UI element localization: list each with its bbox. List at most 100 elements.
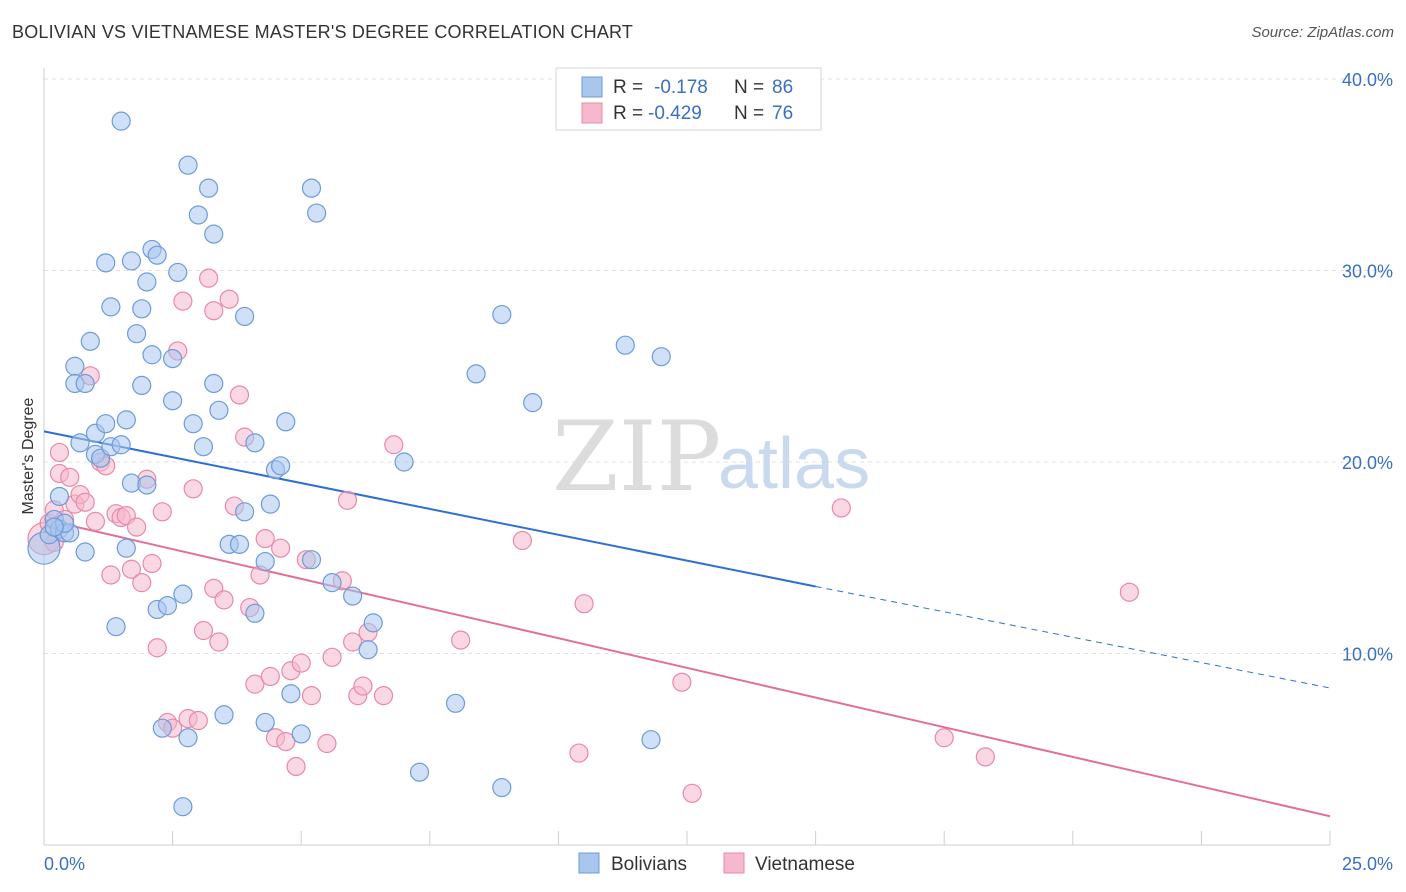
bolivians-point	[111, 435, 131, 455]
trend-line-bolivians-extension	[815, 585, 1331, 689]
bolivians-point	[204, 373, 224, 394]
vietnamese-point	[147, 638, 167, 658]
bolivians-point	[132, 299, 152, 319]
chart-title: BOLIVIAN VS VIETNAMESE MASTER'S DEGREE C…	[12, 22, 634, 42]
vietnamese-point	[209, 632, 229, 652]
vietnamese-point	[121, 559, 142, 579]
bolivians-point	[126, 324, 147, 344]
vietnamese-point	[204, 301, 224, 321]
bolivians-point	[245, 603, 265, 623]
vietnamese-point	[337, 490, 358, 510]
stats-legend: R = -0.178 N = 86 R = -0.429 N = 76	[555, 67, 822, 131]
bolivians-point	[80, 331, 100, 351]
trend-line-vietnamese	[43, 518, 1331, 818]
bolivians-point	[651, 347, 671, 367]
vietnamese-point	[219, 289, 239, 309]
bolivians-point	[116, 538, 136, 558]
vietnamese-point	[255, 528, 275, 549]
watermark-zip: ZIP	[552, 401, 721, 513]
y-tick-label-2: 30.0%	[1342, 262, 1393, 282]
legend-n-value-vietnamese: 76	[772, 103, 793, 124]
bolivians-point	[178, 728, 198, 748]
bolivians-point	[142, 345, 162, 365]
vietnamese-point	[173, 291, 193, 311]
bolivians-point	[291, 724, 311, 744]
legend-n-value-bolivians: 86	[772, 77, 793, 98]
bolivians-point	[75, 542, 95, 562]
vietnamese-point	[512, 530, 532, 551]
vietnamese-point	[142, 553, 162, 574]
bolivians-point	[245, 433, 265, 453]
watermark: ZIP atlas	[552, 401, 870, 513]
bolivians-point	[271, 456, 291, 476]
vietnamese-point	[1119, 582, 1139, 602]
vietnamese-point	[271, 538, 291, 558]
vietnamese-point	[183, 479, 203, 499]
bolivians-point	[44, 517, 64, 537]
bottom-legend-swatch-vietnamese	[723, 852, 745, 874]
bolivians-point	[147, 245, 167, 265]
bolivians-point	[70, 433, 90, 453]
vietnamese-point	[322, 647, 342, 667]
vietnamese-point	[229, 385, 250, 405]
bolivians-point	[235, 502, 255, 522]
bolivians-point	[466, 364, 486, 384]
bolivians-point	[409, 762, 430, 782]
bolivians-point	[157, 596, 178, 616]
bolivians-point	[523, 393, 543, 413]
vietnamese-point	[152, 502, 172, 522]
bolivians-point	[116, 410, 136, 430]
y-axis-title: Master's Degree	[20, 397, 37, 514]
vietnamese-point	[286, 756, 306, 777]
x-tick-label-min: 0.0%	[44, 854, 85, 874]
vietnamese-point	[132, 573, 152, 593]
vietnamese-point	[317, 733, 337, 754]
bolivians-point	[322, 573, 342, 593]
vietnamese-point	[569, 743, 589, 763]
bolivians-point	[163, 348, 183, 369]
vietnamese-point	[260, 666, 280, 687]
bolivians-point	[199, 178, 219, 198]
legend-swatch-vietnamese	[581, 102, 603, 124]
bolivians-point	[255, 551, 275, 572]
y-tick-label-1: 20.0%	[1342, 453, 1393, 473]
source-credit: Source: ZipAtlas.com	[1251, 24, 1394, 41]
vietnamese-point	[75, 492, 95, 512]
vietnamese-point	[276, 731, 296, 752]
vietnamese-point	[373, 686, 394, 706]
bolivians-point	[101, 297, 121, 317]
bolivians-point	[281, 684, 301, 704]
vietnamese-point	[245, 674, 265, 694]
vietnamese-point	[301, 686, 322, 706]
legend-r-label-vietnamese: R =	[613, 103, 643, 124]
x-axis-ticks	[43, 831, 1331, 845]
trend-line-bolivians	[43, 430, 816, 588]
bolivians-point	[137, 475, 157, 495]
bolivians-point	[178, 155, 198, 175]
bolivians-point	[173, 584, 193, 604]
vietnamese-point	[214, 590, 234, 610]
bottom-legend-label-vietnamese: Vietnamese	[755, 854, 855, 875]
y-tick-label-0: 10.0%	[1342, 645, 1393, 665]
bolivians-point	[343, 586, 363, 606]
vietnamese-point	[353, 676, 373, 696]
bolivians-point	[111, 111, 131, 131]
bottom-legend-swatch-bolivians	[578, 852, 600, 874]
bolivians-point	[137, 272, 157, 292]
vietnamese-point	[451, 630, 471, 650]
vietnamese-point	[60, 467, 80, 487]
bolivians-point	[214, 705, 234, 725]
bolivians-point	[276, 412, 296, 432]
vietnamese-point	[975, 747, 995, 767]
bolivians-point	[445, 693, 466, 713]
vietnamese-point	[831, 498, 851, 518]
vietnamese-point	[574, 594, 594, 614]
bolivians-point	[152, 718, 172, 738]
y-tick-label-3: 40.0%	[1342, 70, 1393, 90]
bolivians-point	[163, 391, 183, 411]
bolivians-point	[358, 640, 378, 660]
bolivians-point	[209, 400, 229, 420]
bolivians-point	[193, 437, 214, 457]
legend-r-value-vietnamese: -0.429	[648, 103, 702, 124]
